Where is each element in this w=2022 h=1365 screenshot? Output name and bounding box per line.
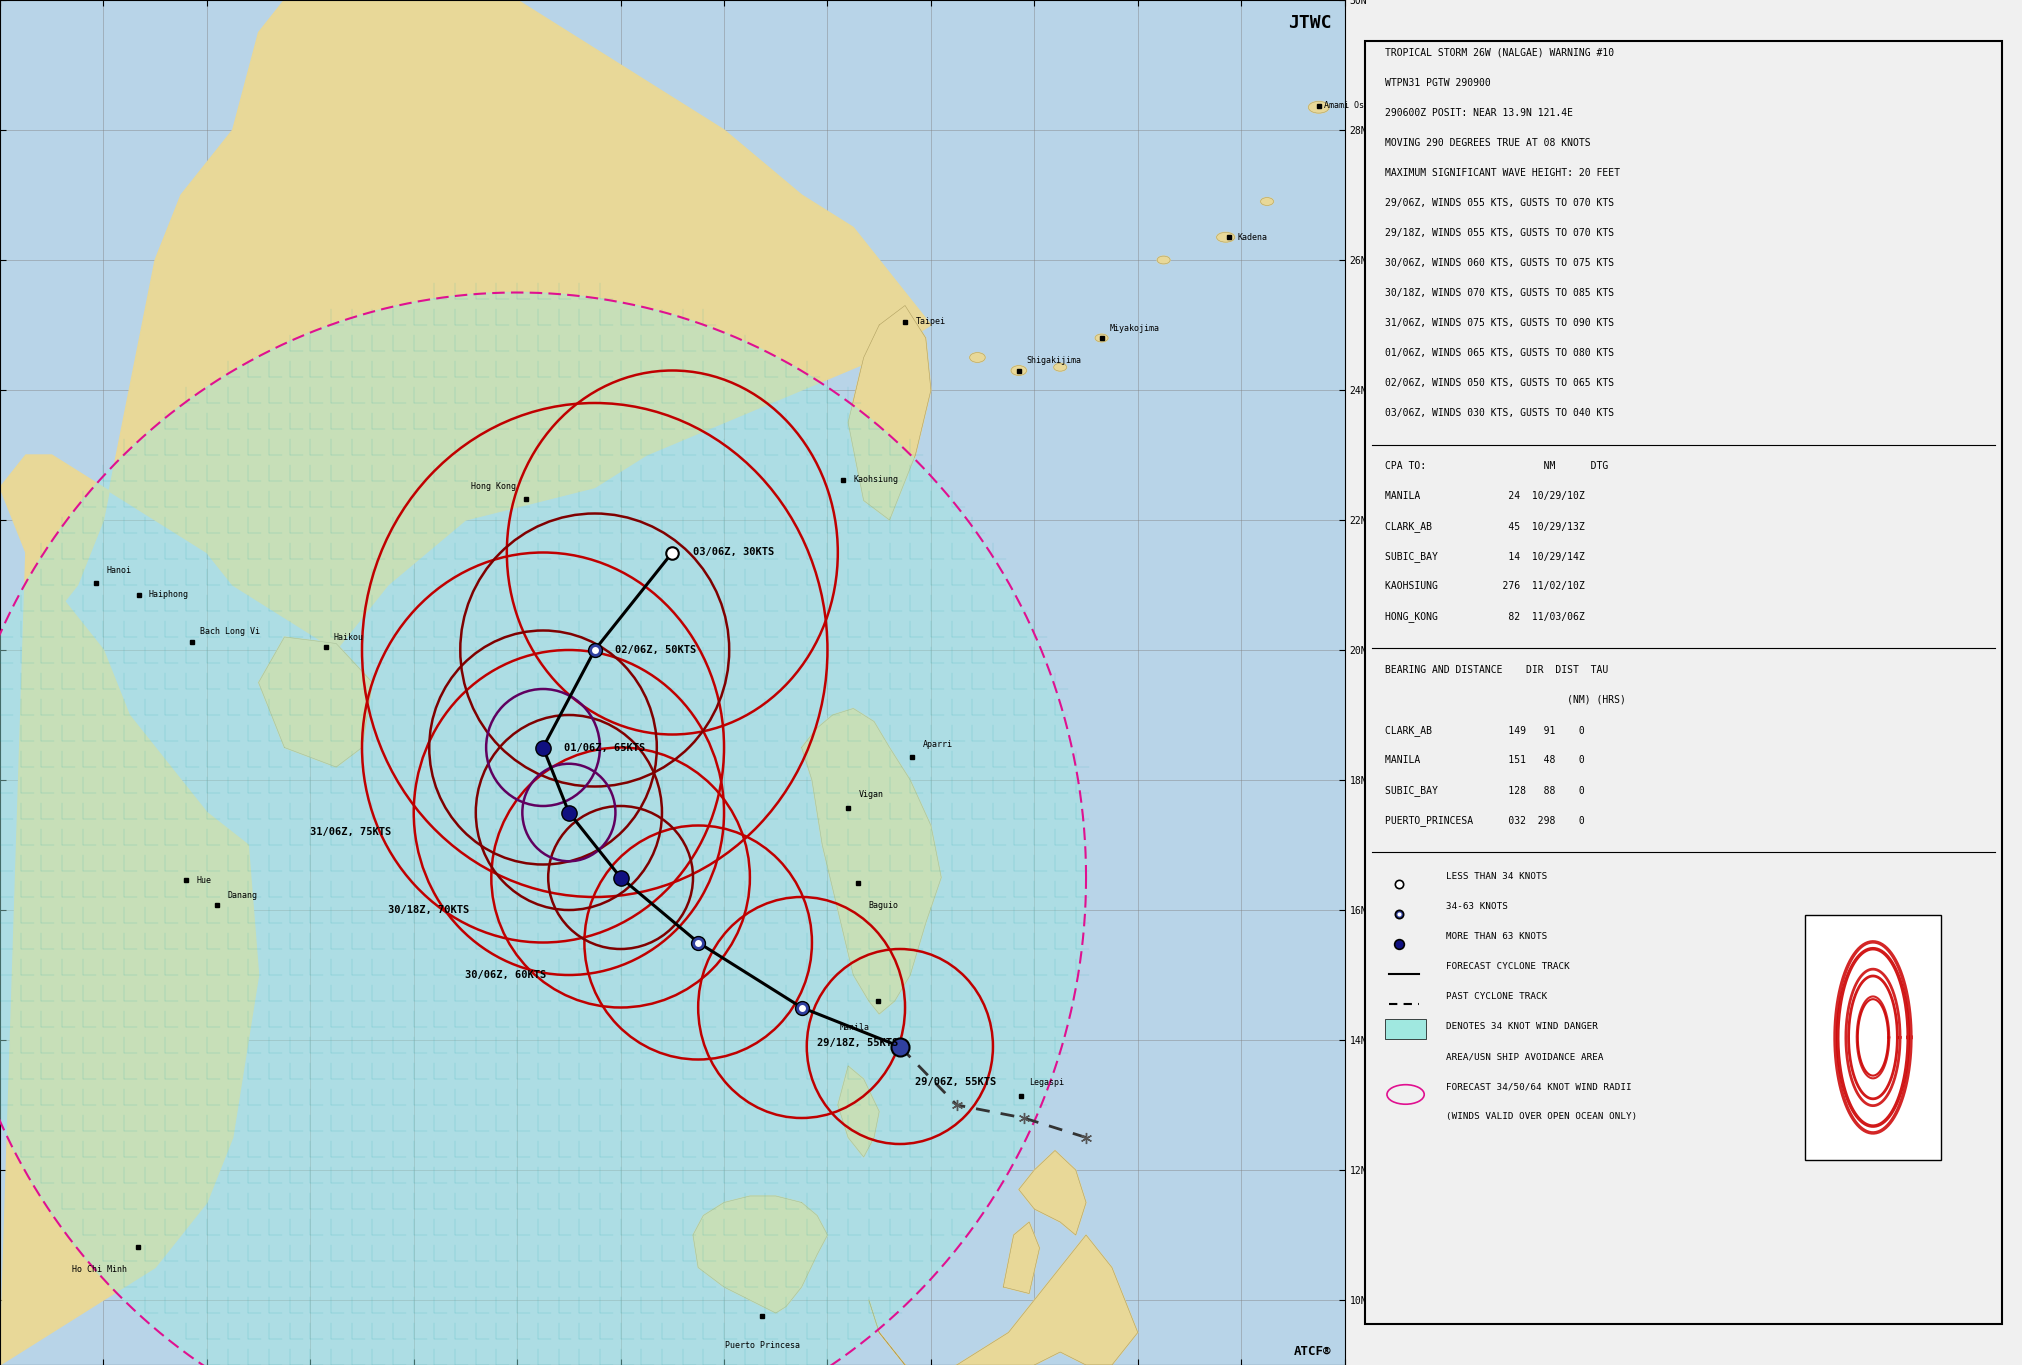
- Text: CPA TO:                    NM      DTG: CPA TO: NM DTG: [1385, 461, 1610, 471]
- Bar: [1385, 1020, 1426, 1039]
- Text: 29/06Z, WINDS 055 KTS, GUSTS TO 070 KTS: 29/06Z, WINDS 055 KTS, GUSTS TO 070 KTS: [1385, 198, 1614, 207]
- Polygon shape: [869, 1235, 1138, 1365]
- Text: Baguio: Baguio: [869, 901, 900, 910]
- Text: JTWC: JTWC: [1288, 14, 1330, 31]
- Polygon shape: [0, 0, 930, 650]
- Polygon shape: [0, 292, 1086, 1365]
- Text: Hong Kong: Hong Kong: [471, 482, 516, 490]
- Text: HONG_KONG            82  11/03/06Z: HONG_KONG 82 11/03/06Z: [1385, 612, 1585, 622]
- Text: Kadena: Kadena: [1237, 233, 1268, 242]
- Text: (WINDS VALID OVER OPEN OCEAN ONLY): (WINDS VALID OVER OPEN OCEAN ONLY): [1446, 1112, 1638, 1122]
- Text: Hanoi: Hanoi: [105, 565, 131, 575]
- Text: Miyakojima: Miyakojima: [1110, 324, 1159, 333]
- Polygon shape: [1019, 1151, 1086, 1235]
- Text: 02/06Z, 50KTS: 02/06Z, 50KTS: [615, 646, 698, 655]
- Text: 30/06Z, WINDS 060 KTS, GUSTS TO 075 KTS: 30/06Z, WINDS 060 KTS, GUSTS TO 075 KTS: [1385, 258, 1614, 268]
- Text: MAXIMUM SIGNIFICANT WAVE HEIGHT: 20 FEET: MAXIMUM SIGNIFICANT WAVE HEIGHT: 20 FEET: [1385, 168, 1620, 177]
- Polygon shape: [801, 708, 942, 1014]
- Text: 31/06Z, WINDS 075 KTS, GUSTS TO 090 KTS: 31/06Z, WINDS 075 KTS, GUSTS TO 090 KTS: [1385, 318, 1614, 328]
- Text: LESS THAN 34 KNOTS: LESS THAN 34 KNOTS: [1446, 872, 1547, 882]
- Text: MANILA               24  10/29/10Z: MANILA 24 10/29/10Z: [1385, 491, 1585, 501]
- Ellipse shape: [1053, 363, 1068, 371]
- Text: Manila: Manila: [839, 1022, 869, 1032]
- Ellipse shape: [1096, 334, 1108, 341]
- Text: (NM) (HRS): (NM) (HRS): [1385, 695, 1626, 704]
- Text: MANILA               151   48    0: MANILA 151 48 0: [1385, 755, 1585, 764]
- Text: Haiphong: Haiphong: [150, 590, 188, 599]
- Text: 30/18Z, 70KTS: 30/18Z, 70KTS: [388, 905, 469, 915]
- Polygon shape: [1003, 1222, 1039, 1294]
- Text: Haikou: Haikou: [334, 632, 364, 642]
- Text: Shigakijima: Shigakijima: [1027, 356, 1082, 366]
- Text: Aparri: Aparri: [922, 740, 952, 749]
- Ellipse shape: [1011, 366, 1027, 375]
- Polygon shape: [847, 306, 930, 520]
- Text: 29/18Z, 55KTS: 29/18Z, 55KTS: [817, 1039, 898, 1048]
- Text: SUBIC_BAY            128   88    0: SUBIC_BAY 128 88 0: [1385, 785, 1585, 796]
- Text: Vigan: Vigan: [859, 790, 884, 800]
- Polygon shape: [259, 637, 372, 767]
- Ellipse shape: [1308, 101, 1328, 113]
- Text: AREA/USN SHIP AVOIDANCE AREA: AREA/USN SHIP AVOIDANCE AREA: [1446, 1052, 1603, 1062]
- Polygon shape: [694, 1196, 827, 1313]
- Text: CLARK_AB             45  10/29/13Z: CLARK_AB 45 10/29/13Z: [1385, 521, 1585, 532]
- Text: 30/18Z, WINDS 070 KTS, GUSTS TO 085 KTS: 30/18Z, WINDS 070 KTS, GUSTS TO 085 KTS: [1385, 288, 1614, 298]
- Text: PAST CYCLONE TRACK: PAST CYCLONE TRACK: [1446, 992, 1547, 1002]
- Polygon shape: [837, 1066, 880, 1158]
- Text: Puerto Princesa: Puerto Princesa: [724, 1340, 801, 1350]
- Text: Taipei: Taipei: [916, 317, 946, 326]
- Text: 03/06Z, WINDS 030 KTS, GUSTS TO 040 KTS: 03/06Z, WINDS 030 KTS, GUSTS TO 040 KTS: [1385, 408, 1614, 418]
- Ellipse shape: [971, 352, 985, 362]
- Text: FORECAST 34/50/64 KNOT WIND RADII: FORECAST 34/50/64 KNOT WIND RADII: [1446, 1082, 1632, 1092]
- Text: PUERTO_PRINCESA      032  298    0: PUERTO_PRINCESA 032 298 0: [1385, 815, 1585, 826]
- Text: 34-63 KNOTS: 34-63 KNOTS: [1446, 902, 1508, 912]
- Text: WTPN31 PGTW 290900: WTPN31 PGTW 290900: [1385, 78, 1490, 87]
- Text: SUBIC_BAY            14  10/29/14Z: SUBIC_BAY 14 10/29/14Z: [1385, 551, 1585, 562]
- Text: Kaohsiung: Kaohsiung: [853, 475, 898, 485]
- Text: TROPICAL STORM 26W (NALGAE) WARNING #10: TROPICAL STORM 26W (NALGAE) WARNING #10: [1385, 48, 1614, 57]
- Text: Bach Long Vi: Bach Long Vi: [200, 628, 261, 636]
- Text: 29/18Z, WINDS 055 KTS, GUSTS TO 070 KTS: 29/18Z, WINDS 055 KTS, GUSTS TO 070 KTS: [1385, 228, 1614, 238]
- Text: 01/06Z, 65KTS: 01/06Z, 65KTS: [564, 743, 645, 752]
- Text: Ho Chi Minh: Ho Chi Minh: [73, 1265, 127, 1274]
- Bar: [1806, 915, 1941, 1160]
- Ellipse shape: [1217, 232, 1235, 242]
- Text: CLARK_AB             149   91    0: CLARK_AB 149 91 0: [1385, 725, 1585, 736]
- Text: Hue: Hue: [196, 875, 212, 885]
- Text: 01/06Z, WINDS 065 KTS, GUSTS TO 080 KTS: 01/06Z, WINDS 065 KTS, GUSTS TO 080 KTS: [1385, 348, 1614, 358]
- Text: BEARING AND DISTANCE    DIR  DIST  TAU: BEARING AND DISTANCE DIR DIST TAU: [1385, 665, 1610, 674]
- Text: MORE THAN 63 KNOTS: MORE THAN 63 KNOTS: [1446, 932, 1547, 942]
- Text: FORECAST CYCLONE TRACK: FORECAST CYCLONE TRACK: [1446, 962, 1569, 972]
- Text: KAOHSIUNG           276  11/02/10Z: KAOHSIUNG 276 11/02/10Z: [1385, 581, 1585, 591]
- Text: DENOTES 34 KNOT WIND DANGER: DENOTES 34 KNOT WIND DANGER: [1446, 1022, 1597, 1032]
- Polygon shape: [0, 553, 259, 1365]
- Text: Amami Os: Amami Os: [1324, 101, 1365, 111]
- Text: 29/06Z, 55KTS: 29/06Z, 55KTS: [916, 1077, 997, 1088]
- Text: Legaspi: Legaspi: [1029, 1078, 1064, 1088]
- Ellipse shape: [1260, 198, 1274, 205]
- Text: 31/06Z, 75KTS: 31/06Z, 75KTS: [309, 827, 392, 837]
- Text: 03/06Z, 30KTS: 03/06Z, 30KTS: [694, 547, 774, 557]
- Text: MOVING 290 DEGREES TRUE AT 08 KNOTS: MOVING 290 DEGREES TRUE AT 08 KNOTS: [1385, 138, 1591, 147]
- Ellipse shape: [1157, 257, 1171, 263]
- Text: 02/06Z, WINDS 050 KTS, GUSTS TO 065 KTS: 02/06Z, WINDS 050 KTS, GUSTS TO 065 KTS: [1385, 378, 1614, 388]
- Text: ATCF®: ATCF®: [1294, 1345, 1330, 1358]
- Text: 30/06Z, 60KTS: 30/06Z, 60KTS: [465, 971, 546, 980]
- Text: Danang: Danang: [228, 891, 257, 900]
- Text: 290600Z POSIT: NEAR 13.9N 121.4E: 290600Z POSIT: NEAR 13.9N 121.4E: [1385, 108, 1573, 117]
